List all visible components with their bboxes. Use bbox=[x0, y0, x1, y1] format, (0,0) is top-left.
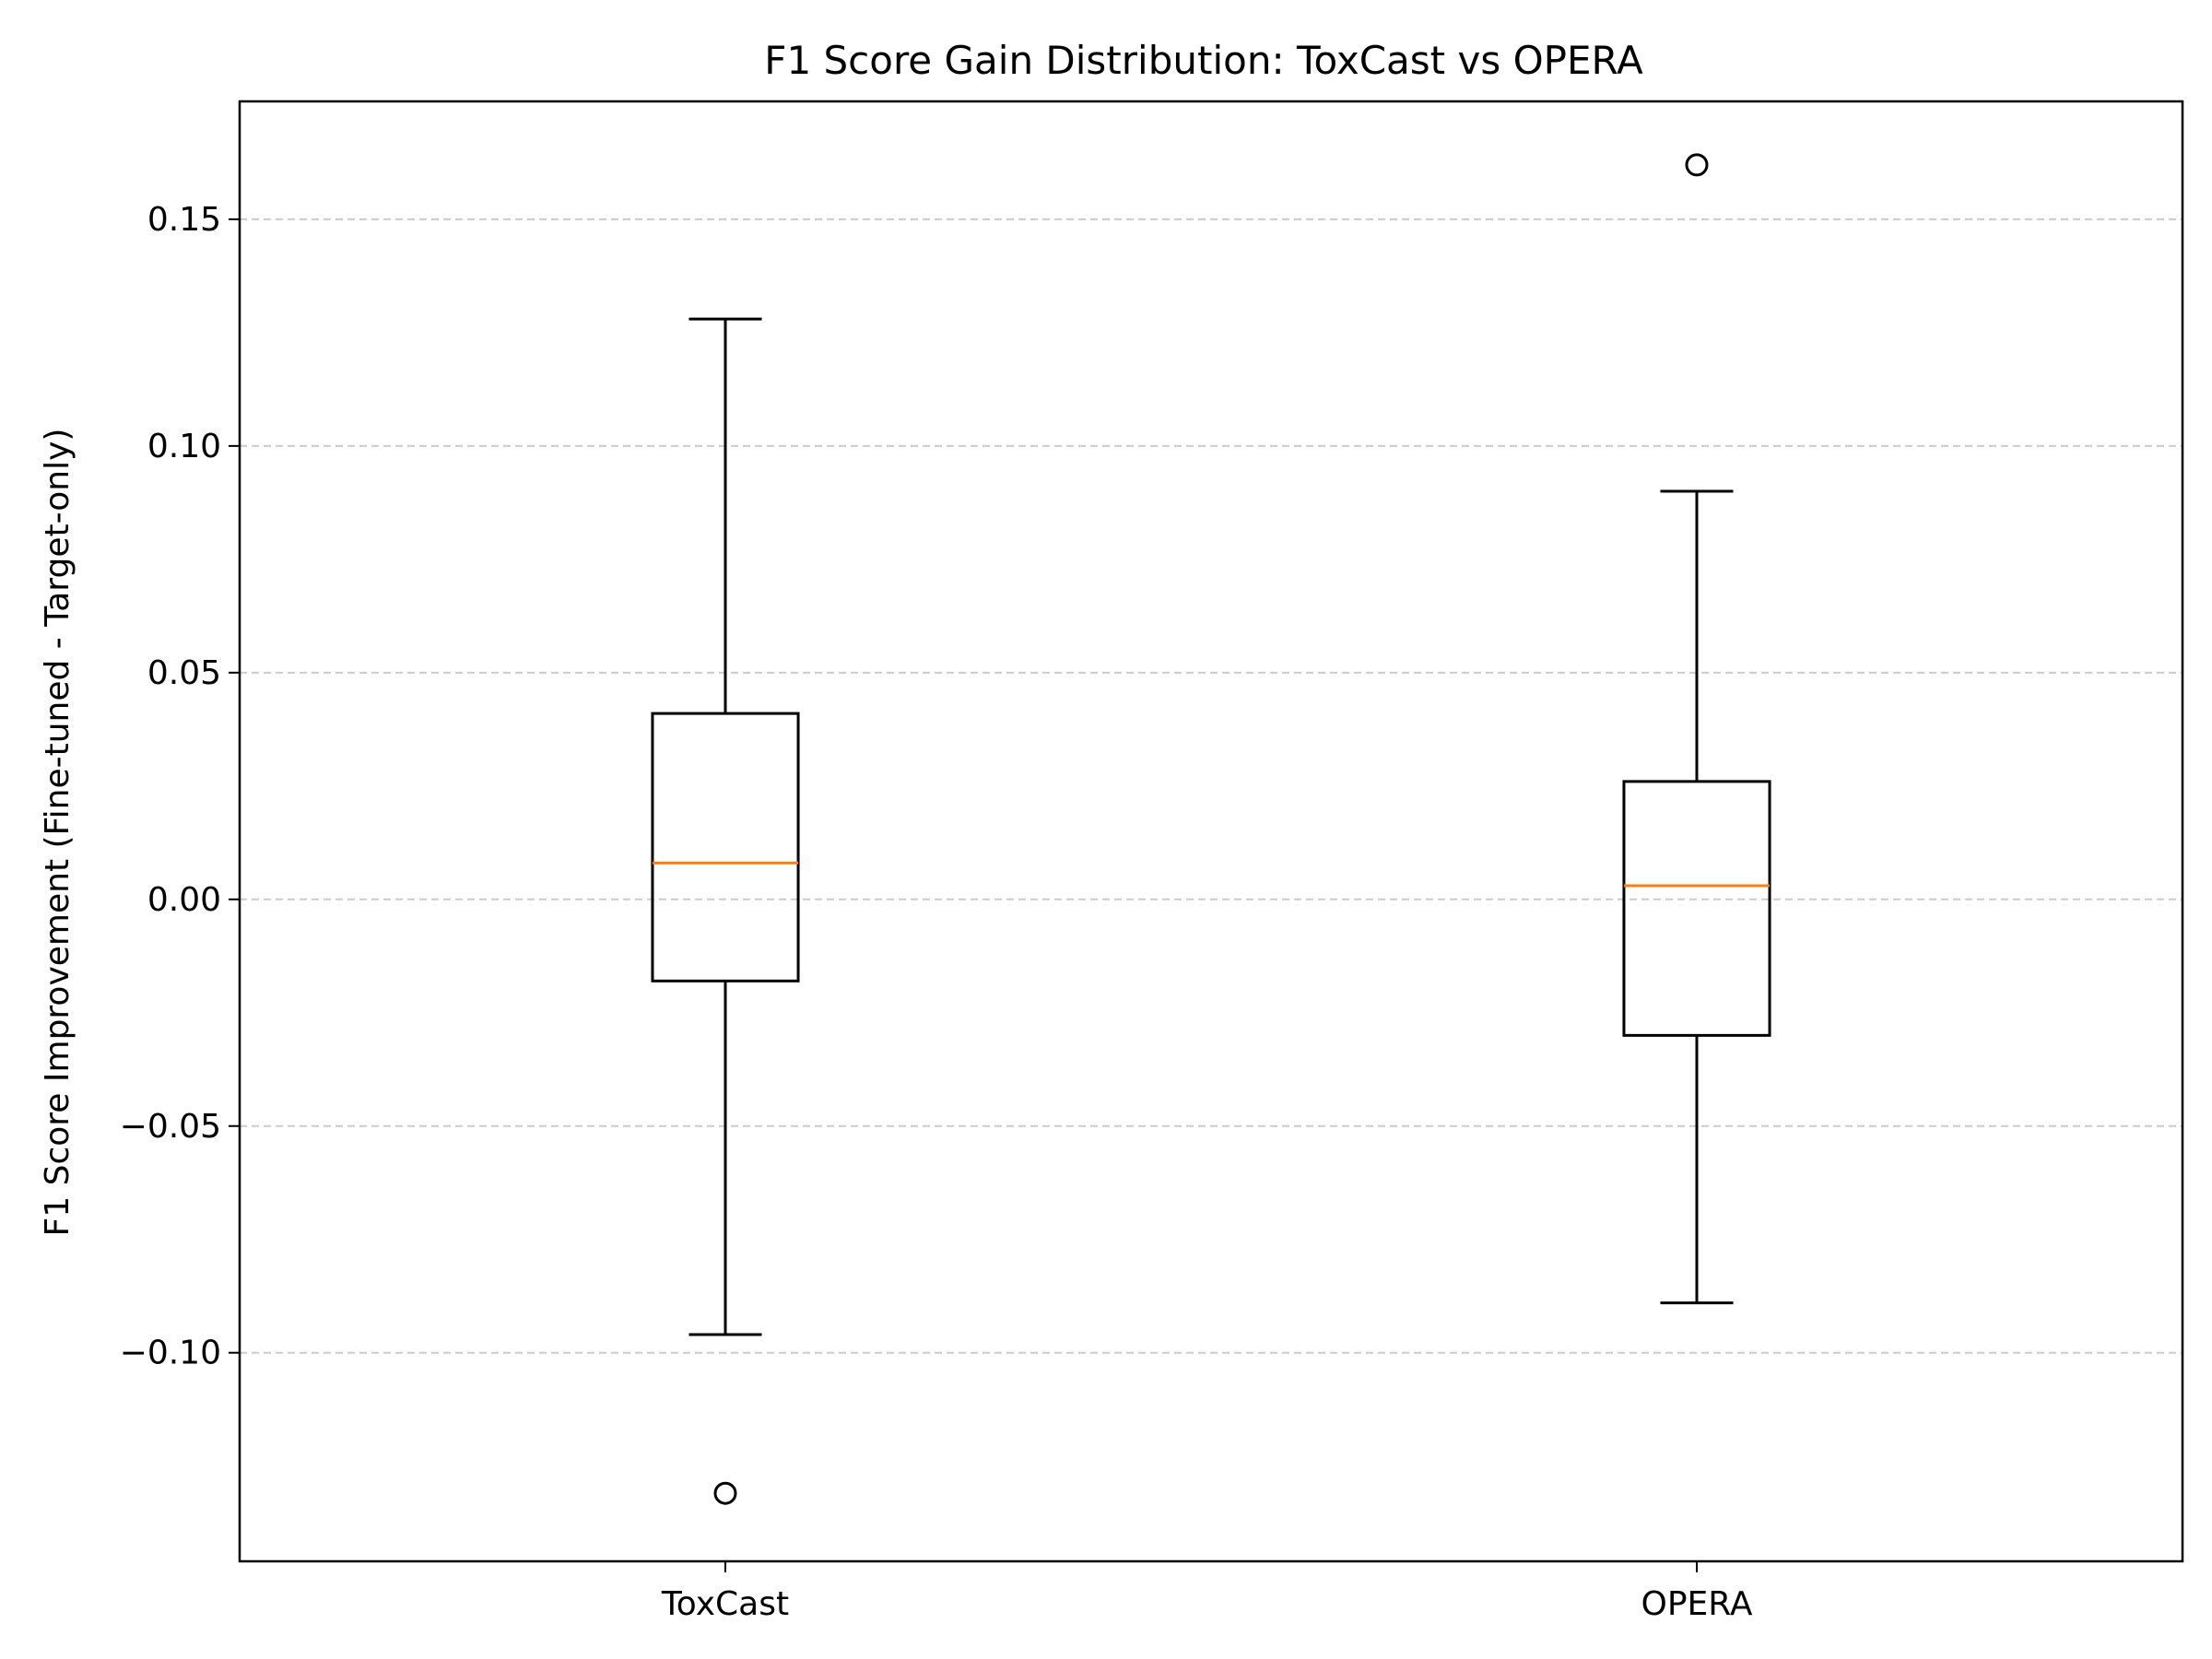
y-tick-label: 0.10 bbox=[147, 428, 221, 465]
x-tick-label: ToxCast bbox=[661, 1585, 789, 1623]
y-gridlines bbox=[240, 218, 2183, 1354]
y-tick-label: −0.10 bbox=[120, 1335, 221, 1372]
y-tick-label: −0.05 bbox=[120, 1108, 221, 1146]
outlier-point bbox=[713, 1481, 737, 1505]
iqr-box bbox=[651, 712, 800, 982]
boxes bbox=[651, 153, 1771, 1505]
axes: −0.10 −0.05 0.00 0.05 0.10 0.15 ToxCast OPERA bbox=[120, 201, 1753, 1623]
plot-frame bbox=[238, 100, 2184, 1563]
box-group-opera bbox=[1622, 153, 1771, 1305]
x-tick-label: OPERA bbox=[1641, 1585, 1753, 1623]
iqr-box bbox=[1622, 780, 1771, 1037]
y-axis-label: F1 Score Improvement (Fine-tuned - Targe… bbox=[39, 429, 76, 1237]
y-tick-label: 0.15 bbox=[147, 201, 221, 239]
outlier-point bbox=[1685, 153, 1709, 177]
y-tick-label: 0.05 bbox=[147, 654, 221, 692]
y-tick-label: 0.00 bbox=[147, 881, 221, 919]
box-group-toxcast bbox=[651, 317, 800, 1505]
chart-title: F1 Score Gain Distribution: ToxCast vs O… bbox=[764, 38, 1643, 83]
